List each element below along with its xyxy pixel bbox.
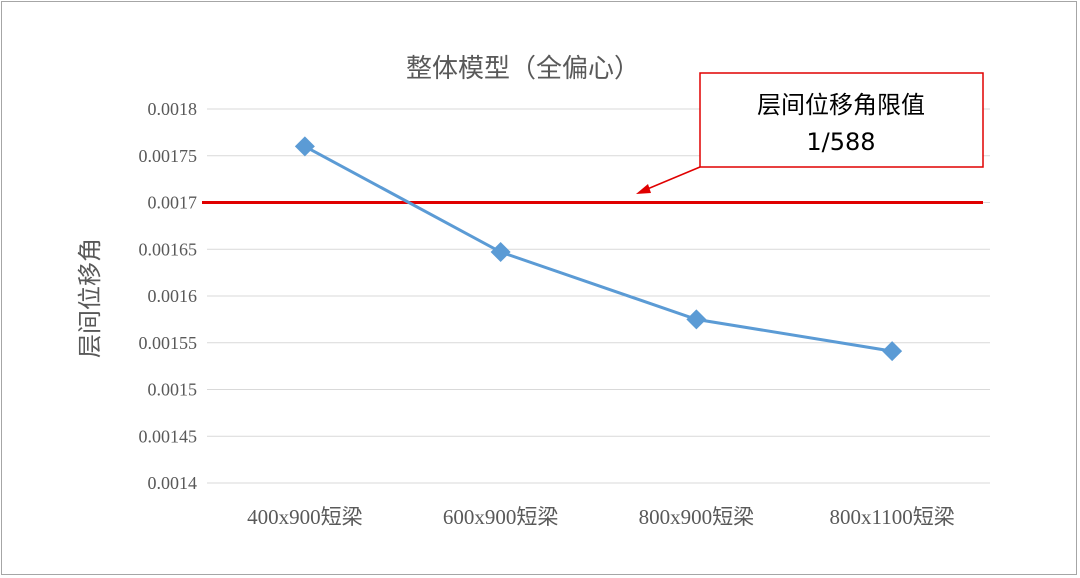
annotation-line2: 1/588: [806, 128, 875, 156]
data-point: [686, 309, 707, 330]
x-tick-labels: 400x900短梁 600x900短梁 800x900短梁 800x1100短梁: [247, 505, 955, 529]
chart-title: 整体模型（全偏心）: [406, 54, 640, 84]
x-tick-label: 600x900短梁: [443, 505, 559, 529]
y-tick-label: 0.0015: [148, 380, 198, 400]
x-tick-label: 800x1100短梁: [830, 505, 955, 529]
y-axis-label: 层间位移角: [76, 238, 104, 358]
y-tick-label: 0.00175: [139, 146, 198, 166]
y-tick-label: 0.00155: [139, 333, 198, 353]
annotation-arrow: [644, 166, 701, 191]
data-point: [882, 341, 903, 362]
series-line: [304, 145, 893, 353]
data-point: [490, 242, 511, 263]
series-group: [294, 136, 903, 362]
y-tick-label: 0.00145: [139, 426, 198, 446]
annotation-box: [699, 72, 984, 168]
y-tick-labels: 0.0014 0.00145 0.0015 0.00155 0.0016 0.00165 0…: [139, 99, 198, 493]
y-tick-label: 0.0016: [148, 286, 198, 306]
data-point: [294, 136, 315, 157]
y-tick-label: 0.0017: [148, 193, 198, 213]
x-tick-label: 400x900短梁: [247, 505, 363, 529]
y-tick-label: 0.0018: [148, 99, 198, 119]
x-tick-label: 800x900短梁: [639, 505, 755, 529]
annotation-line1: 层间位移角限值: [757, 91, 925, 119]
annotation-arrowhead: [636, 184, 651, 194]
annotation-group: 层间位移角限值 1/588: [636, 72, 984, 194]
y-tick-label: 0.0014: [148, 473, 198, 493]
y-tick-label: 0.00165: [139, 239, 198, 259]
